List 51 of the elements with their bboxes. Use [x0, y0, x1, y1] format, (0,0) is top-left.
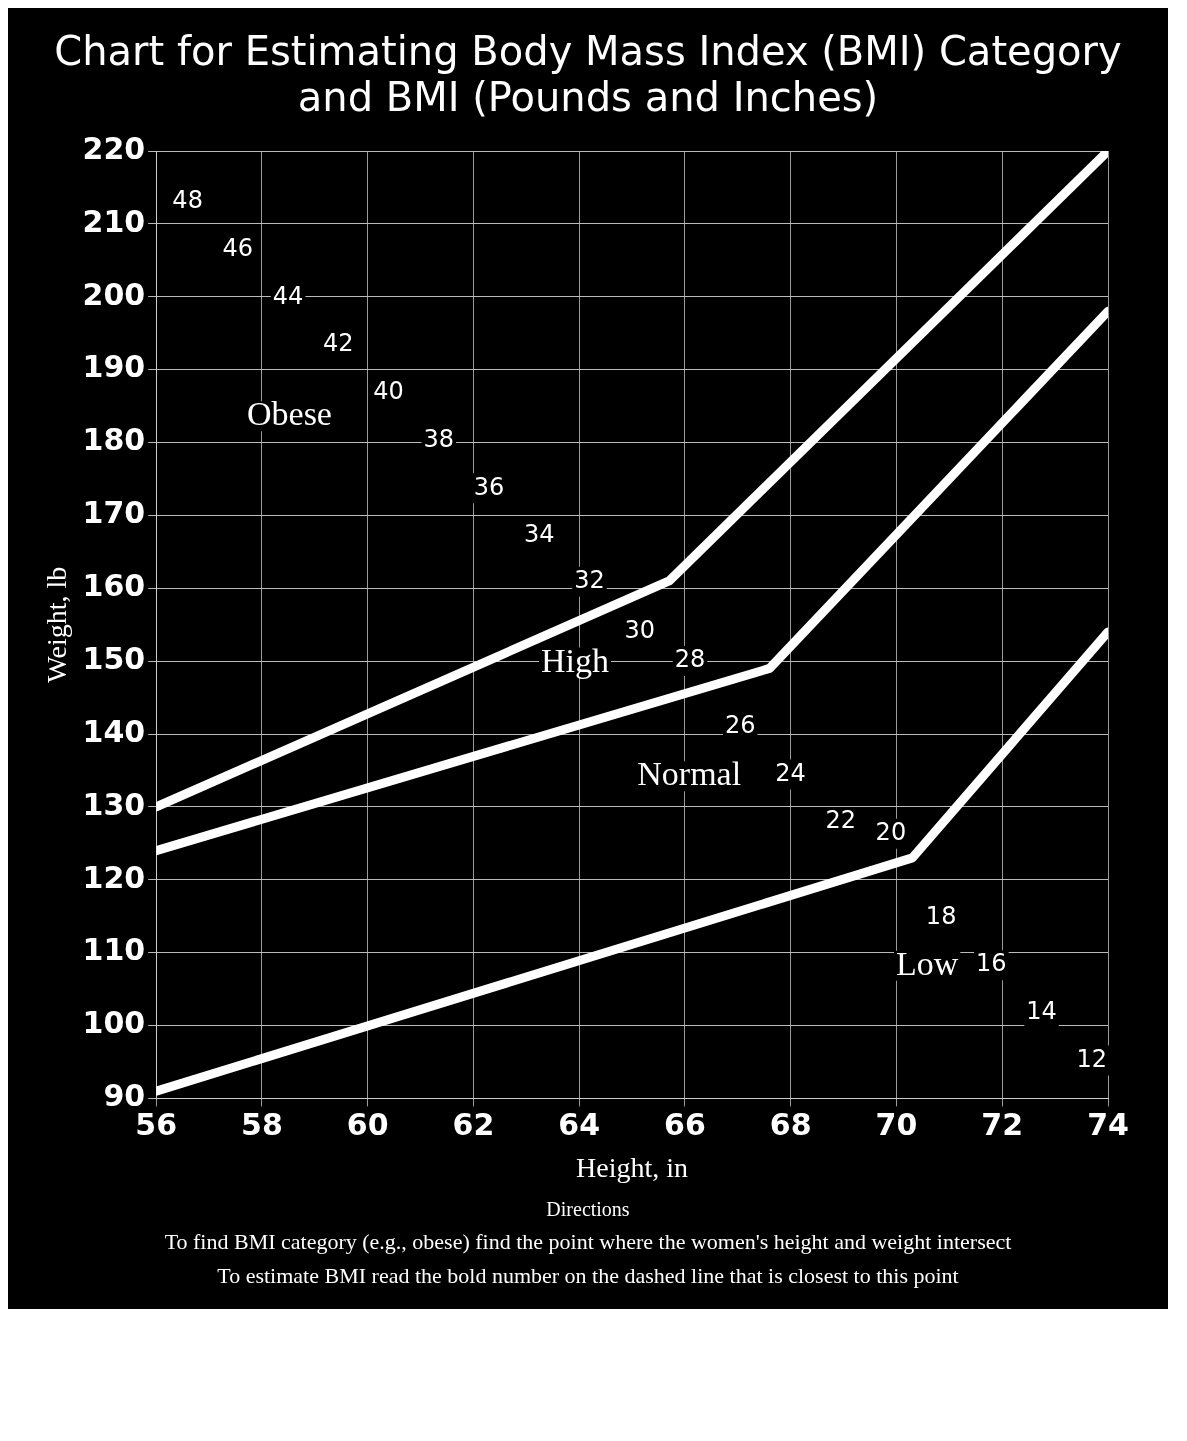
annotation: Low [896, 944, 959, 982]
y-tick-label: 120 [82, 859, 146, 895]
annotation: 48 [172, 186, 203, 215]
annotation: 16 [976, 949, 1007, 978]
x-tick-label: 58 [241, 1107, 283, 1143]
annotation: Normal [637, 755, 742, 793]
text: To estimate BMI read the bold number on the dashed line that is closest to this point [216, 1263, 960, 1289]
annotation: 38 [423, 424, 455, 453]
x-tick-label: 70 [875, 1107, 918, 1143]
annotation: 18 [925, 901, 957, 930]
x-tick-label: 68 [769, 1107, 812, 1143]
text: Directions [545, 1198, 631, 1221]
x-tick-label: 64 [558, 1107, 601, 1143]
annotation: 34 [523, 520, 555, 549]
x-tick-label: 72 [981, 1107, 1024, 1143]
annotation: 12 [1076, 1044, 1108, 1073]
x-tick-label: 60 [346, 1107, 389, 1143]
annotation: 36 [473, 472, 505, 501]
y-tick-label: 210 [82, 203, 146, 239]
y-tick-label: 100 [82, 1005, 146, 1041]
annotation: 46 [222, 234, 254, 263]
annotation: 28 [674, 645, 706, 674]
y-tick-label: 110 [82, 932, 146, 968]
annotation: Obese [246, 395, 332, 433]
y-tick-label: 190 [82, 349, 146, 385]
x-tick-label: 74 [1087, 1107, 1129, 1143]
annotation: 14 [1026, 997, 1057, 1026]
chart-title: Chart for Estimating Body Mass Index (BMI) Category and BMI (Pounds and Inches) [53, 28, 1123, 120]
annotation: 20 [875, 818, 907, 846]
annotation: High [541, 641, 609, 679]
y-tick-label: 140 [82, 713, 146, 749]
y-tick-label: 150 [82, 640, 146, 676]
x-axis-title: Height, in [576, 1151, 689, 1183]
annotation: 44 [272, 281, 304, 310]
y-tick-label: 130 [82, 786, 146, 822]
annotation: 42 [323, 329, 354, 358]
annotation: 24 [775, 758, 806, 787]
x-tick-label: 62 [452, 1107, 495, 1143]
annotation: 30 [624, 615, 655, 644]
y-tick-label: 160 [82, 568, 146, 604]
annotation: 26 [724, 710, 756, 739]
text: To find BMI category (e.g., obese) find the point where the women's height and weight intersect [163, 1229, 1013, 1255]
x-tick-label: 66 [664, 1107, 706, 1143]
y-tick-label: 220 [82, 130, 146, 166]
y-tick-label: 180 [82, 422, 146, 458]
annotation: 22 [825, 806, 856, 835]
y-tick-label: 200 [82, 276, 146, 312]
y-axis-title: Weight, lb [41, 566, 73, 683]
annotation: 32 [574, 565, 605, 594]
annotation: 40 [373, 377, 404, 406]
y-tick-label: 170 [82, 495, 146, 531]
